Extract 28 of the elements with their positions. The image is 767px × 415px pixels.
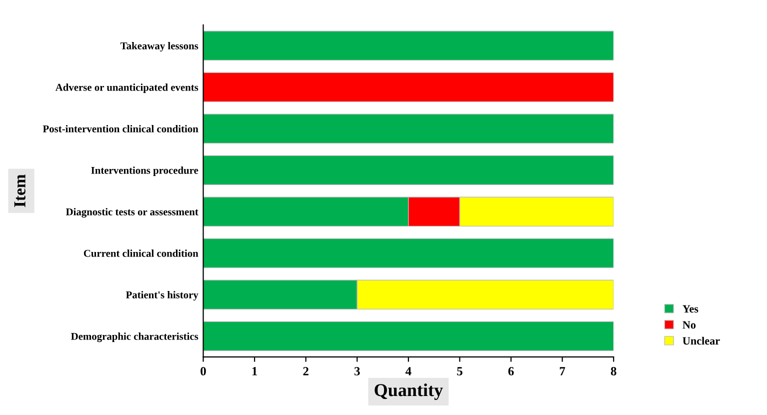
x-tick-label: 1	[252, 367, 258, 376]
y-tick-label: Demographic characteristics	[71, 332, 198, 342]
bar	[203, 72, 614, 102]
x-tick-label: 8	[610, 366, 616, 376]
x-tick-label: 4	[405, 367, 412, 376]
x-axis-title: Quantity	[374, 384, 443, 400]
y-tick-label: Patient's history	[126, 291, 198, 301]
legend-label: Unclear	[682, 336, 720, 345]
legend-label: Yes	[682, 305, 698, 313]
y-tick-label: Current clinical condition	[84, 250, 198, 257]
x-tick-label: 6	[508, 367, 514, 376]
bar	[203, 114, 614, 144]
bar	[203, 238, 614, 268]
x-tick-label: 7	[560, 367, 566, 376]
y-tick-label: Post-intervention clinical condition	[42, 125, 198, 132]
bar	[203, 30, 614, 61]
y-tick-label: Adverse or unanticipated events	[55, 84, 198, 93]
x-tick-label: 0	[200, 366, 206, 376]
y-tick-label: Interventions procedure	[91, 166, 198, 176]
bar	[203, 321, 614, 352]
y-axis-title: Item	[14, 174, 26, 207]
x-tick-label: 2	[303, 367, 308, 376]
bar	[203, 155, 614, 186]
y-tick-label: Takeaway lessons	[120, 42, 198, 52]
x-tick-label: 3	[354, 367, 360, 376]
x-tick-label: 5	[457, 367, 462, 376]
y-tick-label: Diagnostic tests or assessment	[66, 208, 198, 218]
legend-label: No	[682, 321, 696, 329]
